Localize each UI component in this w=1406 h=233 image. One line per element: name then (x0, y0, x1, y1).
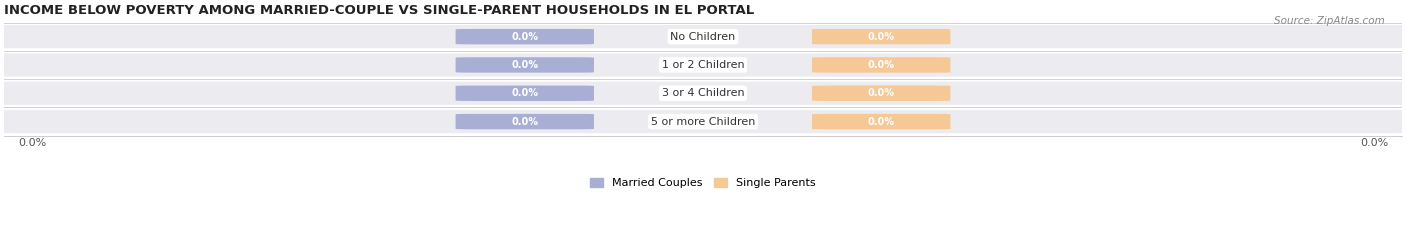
FancyBboxPatch shape (456, 114, 593, 129)
Text: INCOME BELOW POVERTY AMONG MARRIED-COUPLE VS SINGLE-PARENT HOUSEHOLDS IN EL PORT: INCOME BELOW POVERTY AMONG MARRIED-COUPL… (4, 4, 755, 17)
FancyBboxPatch shape (0, 110, 1406, 133)
FancyBboxPatch shape (0, 82, 1406, 105)
Text: 0.0%: 0.0% (512, 116, 538, 127)
FancyBboxPatch shape (456, 86, 593, 101)
Text: 0.0%: 0.0% (512, 88, 538, 98)
Text: 0.0%: 0.0% (868, 60, 894, 70)
Text: 1 or 2 Children: 1 or 2 Children (662, 60, 744, 70)
Text: 0.0%: 0.0% (512, 32, 538, 42)
FancyBboxPatch shape (813, 86, 950, 101)
FancyBboxPatch shape (456, 57, 593, 73)
Text: 5 or more Children: 5 or more Children (651, 116, 755, 127)
Text: 0.0%: 0.0% (512, 60, 538, 70)
Text: 0.0%: 0.0% (868, 88, 894, 98)
Text: 0.0%: 0.0% (868, 116, 894, 127)
FancyBboxPatch shape (0, 53, 1406, 77)
Text: Source: ZipAtlas.com: Source: ZipAtlas.com (1274, 16, 1385, 26)
Text: No Children: No Children (671, 32, 735, 42)
FancyBboxPatch shape (813, 29, 950, 44)
FancyBboxPatch shape (0, 25, 1406, 48)
Text: 3 or 4 Children: 3 or 4 Children (662, 88, 744, 98)
FancyBboxPatch shape (813, 57, 950, 73)
FancyBboxPatch shape (813, 114, 950, 129)
Text: 0.0%: 0.0% (868, 32, 894, 42)
FancyBboxPatch shape (456, 29, 593, 44)
Legend: Married Couples, Single Parents: Married Couples, Single Parents (586, 173, 820, 192)
